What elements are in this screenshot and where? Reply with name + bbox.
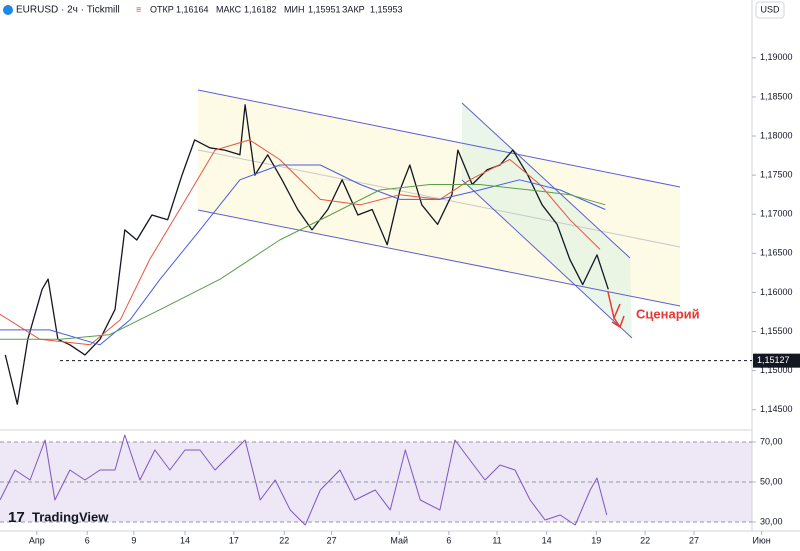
y-tick-label: 1,16500	[760, 248, 793, 258]
x-tick-label: 27	[689, 535, 699, 545]
y-tick-label: 1,16000	[760, 287, 793, 297]
plot: 1,14500 1,15000 1,15500 1,16000 1,16500 1,170…	[0, 52, 800, 545]
symbol: EURUSD · 2ч · Tickmill	[16, 5, 120, 16]
channel-bottom	[197, 209, 681, 307]
y-tick-label: 1,17500	[760, 170, 793, 180]
exchange-icon: ≡	[136, 4, 141, 14]
x-tick-label: Июн	[753, 535, 771, 545]
y-tick-label: 1,15000	[760, 365, 793, 375]
x-tick-label: Апр	[29, 535, 45, 545]
x-tick-label: 17	[229, 535, 239, 545]
last-price-box	[753, 353, 800, 368]
ohlc-label: ЗАКР	[342, 4, 365, 14]
series-line	[0, 139, 601, 346]
x-tick-label: 19	[591, 535, 601, 545]
scenario-arrow	[607, 291, 625, 329]
ohlc-value: 1,16182	[244, 4, 277, 14]
channel-top	[197, 89, 681, 188]
series-line	[0, 434, 608, 526]
x-tick-label: Май	[390, 535, 408, 545]
ohlc-label: ОТКР	[150, 4, 174, 14]
currency-button[interactable]	[755, 1, 785, 19]
ohlc-label: МАКС	[216, 4, 242, 14]
currency[interactable]: USD	[760, 4, 780, 14]
y-tick-label: 1,14500	[760, 404, 793, 414]
series-line	[4, 104, 609, 405]
last-price-label: 1,15127	[757, 355, 790, 365]
y-tick-label: 1,19000	[760, 52, 793, 62]
annotation: Сценарий	[636, 306, 700, 321]
x-tick-label: 11	[492, 535, 501, 545]
y-tick-label: 50,00	[760, 476, 783, 486]
channel-mid	[197, 149, 681, 248]
symbol-icon	[3, 5, 13, 15]
x-tick-label: 27	[327, 535, 337, 545]
logo-mark: 17	[8, 509, 25, 526]
x-tick-label: 14	[542, 535, 552, 545]
down-channel-bottom	[461, 179, 633, 339]
ohlc-value: 1,15951	[308, 4, 341, 14]
y-tick-label: 1,18500	[760, 91, 793, 101]
x-tick-label: 14	[180, 535, 190, 545]
ohlc-value: 1,16164	[176, 4, 209, 14]
y-tick-label: 1,15500	[760, 326, 793, 336]
y-tick-label: 1,17000	[760, 209, 793, 219]
x-tick-label: 9	[131, 535, 136, 545]
y-tick-label: 70,00	[760, 436, 783, 446]
x-tick-label: 6	[85, 535, 90, 545]
down-channel-top	[461, 102, 631, 259]
y-tick-label: 30,00	[760, 516, 783, 526]
series-line	[0, 184, 606, 340]
x-tick-label: 6	[446, 535, 451, 545]
y-tick-label: 1,18000	[760, 130, 793, 140]
ohlc-label: МИН	[284, 4, 304, 14]
x-tick-label: 22	[640, 535, 650, 545]
ohlc-value: 1,15953	[370, 4, 403, 14]
x-tick-label: 22	[279, 535, 289, 545]
logo: TradingView	[32, 509, 109, 524]
